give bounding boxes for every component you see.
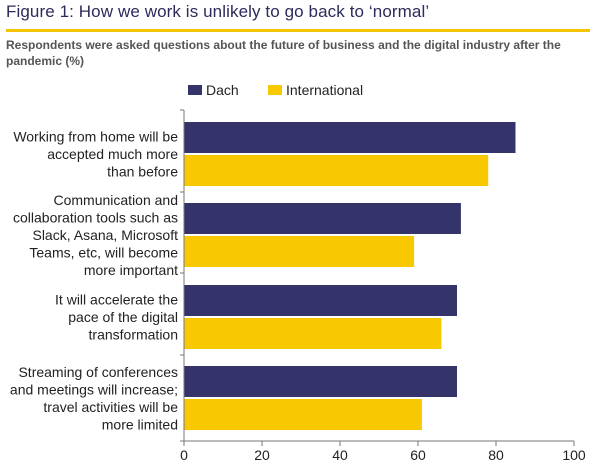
bar-international-3 <box>184 399 422 430</box>
category-label-3-line-1: and meetings will increase; <box>10 381 178 397</box>
category-label-0-line-1: accepted much more <box>47 146 178 162</box>
bar-international-0 <box>184 155 489 186</box>
chart-title: Figure 1: How we work is unlikely to go … <box>6 2 430 21</box>
bar-dach-2 <box>184 285 457 316</box>
x-tick-label-4: 80 <box>488 447 504 463</box>
legend-swatch-0 <box>188 85 202 95</box>
category-label-3-line-3: more limited <box>102 416 178 432</box>
category-label-1-line-0: Communication and <box>53 192 178 208</box>
legend-label-1: International <box>286 82 363 98</box>
category-label-2-line-2: transformation <box>89 327 178 343</box>
category-label-1-line-1: collaboration tools such as <box>13 210 178 226</box>
chart-subtitle: Respondents were asked questions about t… <box>6 38 561 68</box>
bar-dach-1 <box>184 203 461 234</box>
category-label-2-line-1: pace of the digital <box>68 309 178 325</box>
category-label-3-line-2: travel activities will be <box>43 399 178 415</box>
category-label-1-line-3: Teams, etc, will become <box>29 245 178 261</box>
legend-swatch-1 <box>268 85 282 95</box>
category-label-0-line-2: than before <box>107 164 178 180</box>
category-label-0-line-0: Working from home will be <box>13 129 178 145</box>
legend-label-0: Dach <box>206 82 239 98</box>
x-tick-label-5: 100 <box>562 447 586 463</box>
title-divider <box>6 29 590 32</box>
x-tick-label-3: 60 <box>410 447 426 463</box>
x-tick-label-0: 0 <box>180 447 188 463</box>
category-label-1-line-4: more important <box>84 262 178 278</box>
x-tick-label-1: 20 <box>254 447 270 463</box>
bar-dach-0 <box>184 122 516 153</box>
category-label-3-line-0: Streaming of conferences <box>18 364 178 380</box>
bar-international-2 <box>184 318 442 349</box>
bar-international-1 <box>184 236 415 267</box>
x-tick-label-2: 40 <box>332 447 348 463</box>
bar-dach-3 <box>184 366 457 397</box>
category-label-1-line-2: Slack, Asana, Microsoft <box>32 227 178 243</box>
category-label-2-line-0: It will accelerate the <box>55 292 178 308</box>
